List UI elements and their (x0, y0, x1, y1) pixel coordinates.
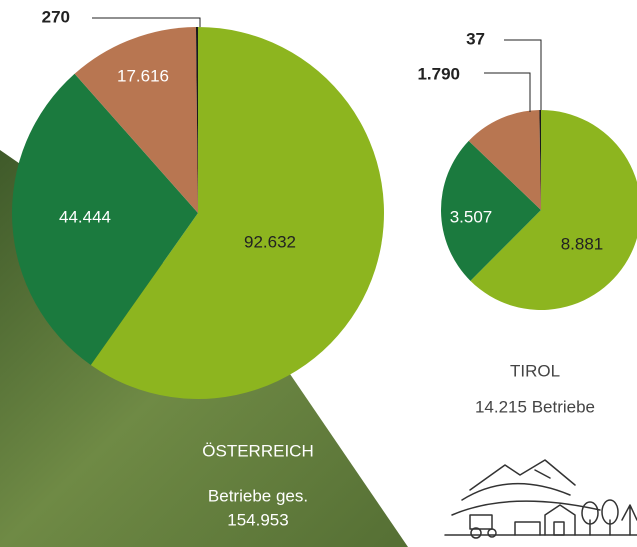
data-label: 3.507 (450, 207, 493, 226)
pie-slice (539, 110, 541, 210)
data-label: 8.881 (561, 234, 604, 253)
pie-slice (470, 110, 637, 310)
pie-subtitle: 154.953 (227, 510, 288, 529)
farm-icon (444, 459, 637, 539)
pie-slice (195, 27, 198, 213)
pie-slice (11, 73, 199, 365)
pie-slice (74, 27, 198, 214)
data-label: 1.790 (417, 64, 460, 83)
pie-subtitle: 14.215 Betriebe (475, 397, 595, 416)
data-label: 17.616 (117, 66, 169, 85)
data-label: 44.444 (59, 207, 111, 226)
pie (441, 110, 637, 310)
pie-title: ÖSTERREICH (202, 441, 313, 460)
data-label: 92.632 (244, 232, 296, 251)
pie-slice (441, 140, 541, 281)
pie (11, 27, 384, 400)
pie-slice (90, 27, 384, 400)
leader-line (504, 39, 542, 110)
data-label: 37 (466, 29, 485, 48)
leader-line (92, 17, 201, 27)
data-label: 270 (42, 7, 70, 26)
pie-subtitle: Betriebe ges. (208, 486, 308, 505)
leader-line (484, 72, 531, 112)
pie-slice (468, 110, 541, 210)
pie-title: TIROL (510, 361, 560, 380)
